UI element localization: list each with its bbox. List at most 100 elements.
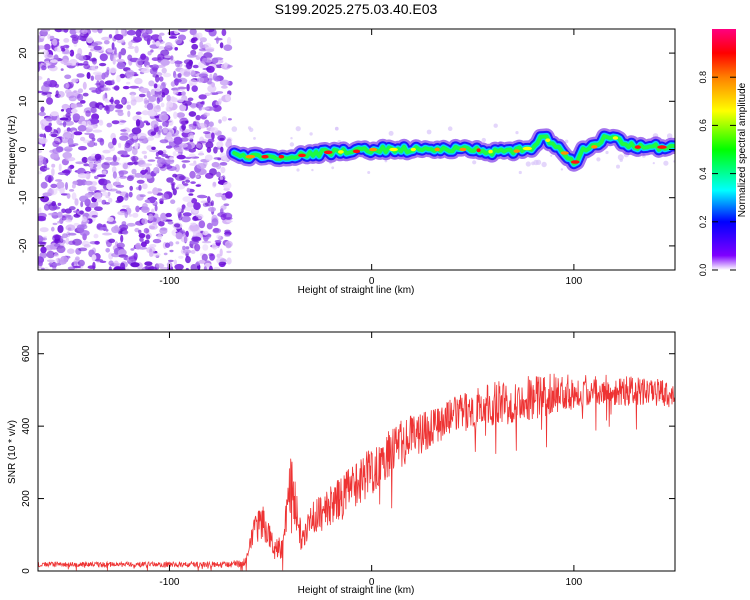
noise-blob <box>176 154 186 160</box>
noise-blob <box>41 92 48 96</box>
noise-blob <box>175 241 180 245</box>
noise-blob <box>182 249 192 254</box>
noise-blob <box>113 34 124 41</box>
noise-blob <box>45 244 54 251</box>
noise-blob <box>148 224 158 230</box>
noise-blob <box>202 67 212 71</box>
noise-blob <box>61 208 66 214</box>
noise-blob <box>44 54 54 59</box>
noise-blob <box>149 67 158 75</box>
noise-blob <box>191 37 198 42</box>
noise-blob <box>144 239 150 244</box>
noise-blob <box>191 43 199 50</box>
noise-blob <box>40 29 51 32</box>
noise-blob <box>111 42 115 50</box>
faint-blob <box>311 168 314 172</box>
ridge-peak <box>369 147 378 152</box>
noise-blob <box>50 183 58 189</box>
noise-blob <box>65 224 76 231</box>
noise-blob <box>91 42 99 47</box>
noise-blob <box>63 146 73 152</box>
y-tick-label: 20 <box>18 47 29 59</box>
noise-blob <box>158 125 163 133</box>
noise-blob <box>122 205 130 208</box>
noise-blob <box>135 205 140 213</box>
noise-blob <box>38 75 43 81</box>
noise-blob <box>63 38 70 43</box>
noise-blob <box>193 202 201 211</box>
noise-blob <box>41 84 50 93</box>
noise-blob <box>204 29 215 33</box>
noise-blob <box>46 259 55 263</box>
noise-blob <box>127 54 133 61</box>
ridge-peak <box>591 145 598 149</box>
noise-blob <box>190 222 197 226</box>
noise-blob <box>83 244 91 248</box>
faint-blob <box>296 168 300 172</box>
noise-blob <box>112 171 117 179</box>
noise-blob <box>186 83 190 92</box>
noise-blob <box>198 144 203 150</box>
noise-blob <box>203 266 207 270</box>
noise-blob <box>91 214 98 218</box>
noise-blob <box>174 30 179 35</box>
noise-blob <box>111 120 120 125</box>
noise-blob <box>45 116 54 122</box>
noise-blob <box>125 69 135 78</box>
noise-blob <box>88 87 98 91</box>
noise-blob <box>200 200 208 204</box>
noise-blob <box>113 260 119 267</box>
y-tick-label: 200 <box>21 490 32 507</box>
noise-blob <box>187 132 194 140</box>
noise-blob <box>139 237 144 242</box>
noise-blob <box>129 91 137 96</box>
noise-blob <box>68 206 76 211</box>
noise-blob <box>98 80 105 88</box>
noise-blob <box>124 142 131 149</box>
noise-blob <box>146 145 153 151</box>
noise-blob <box>96 80 100 88</box>
noise-blob <box>51 263 62 266</box>
noise-blob <box>75 256 80 261</box>
noise-blob <box>116 62 126 70</box>
noise-blob <box>127 46 135 49</box>
noise-blob <box>44 267 49 270</box>
noise-blob <box>41 267 45 270</box>
noise-blob <box>86 156 96 163</box>
noise-blob <box>57 211 63 218</box>
noise-blob <box>190 70 196 78</box>
noise-blob <box>216 171 221 178</box>
noise-blob <box>148 213 154 222</box>
noise-blob <box>40 246 47 254</box>
faint-blob <box>550 154 553 157</box>
noise-blob <box>88 51 92 59</box>
noise-blob <box>211 161 220 168</box>
noise-blob <box>199 37 207 43</box>
noise-blob <box>161 67 167 74</box>
noise-blob <box>146 65 150 69</box>
noise-blob <box>153 105 161 113</box>
noise-blob <box>158 35 163 41</box>
faint-blob <box>619 158 623 162</box>
noise-blob <box>101 72 106 80</box>
noise-blob <box>186 187 191 193</box>
noise-blob <box>91 254 97 262</box>
noise-blob <box>178 143 188 148</box>
noise-blob <box>129 185 133 191</box>
noise-blob <box>181 124 187 131</box>
noise-blob <box>56 245 66 254</box>
noise-blob <box>138 160 145 165</box>
noise-blob <box>54 47 59 52</box>
noise-blob <box>85 172 91 180</box>
noise-blob <box>167 138 175 142</box>
noise-blob <box>84 132 91 135</box>
noise-blob <box>130 262 140 268</box>
noise-blob <box>99 189 107 193</box>
noise-blob <box>154 204 158 212</box>
noise-blob <box>170 55 174 61</box>
noise-blob <box>138 93 146 98</box>
noise-blob <box>93 233 99 239</box>
noise-blob <box>112 154 117 162</box>
noise-blob <box>152 187 159 196</box>
noise-blob <box>212 228 221 234</box>
